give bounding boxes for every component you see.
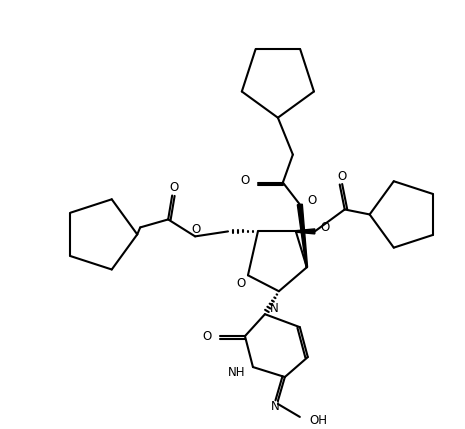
Text: OH: OH (310, 414, 328, 427)
Text: O: O (308, 194, 317, 207)
Text: O: O (192, 223, 201, 236)
Text: NH: NH (227, 366, 245, 378)
Text: O: O (241, 174, 250, 187)
Text: N: N (271, 400, 279, 414)
Text: O: O (337, 170, 346, 183)
Text: O: O (170, 181, 179, 194)
Text: O: O (321, 221, 330, 234)
Text: O: O (203, 329, 212, 343)
Polygon shape (297, 204, 307, 267)
Text: O: O (236, 277, 246, 290)
Polygon shape (296, 229, 315, 234)
Text: N: N (270, 302, 279, 315)
